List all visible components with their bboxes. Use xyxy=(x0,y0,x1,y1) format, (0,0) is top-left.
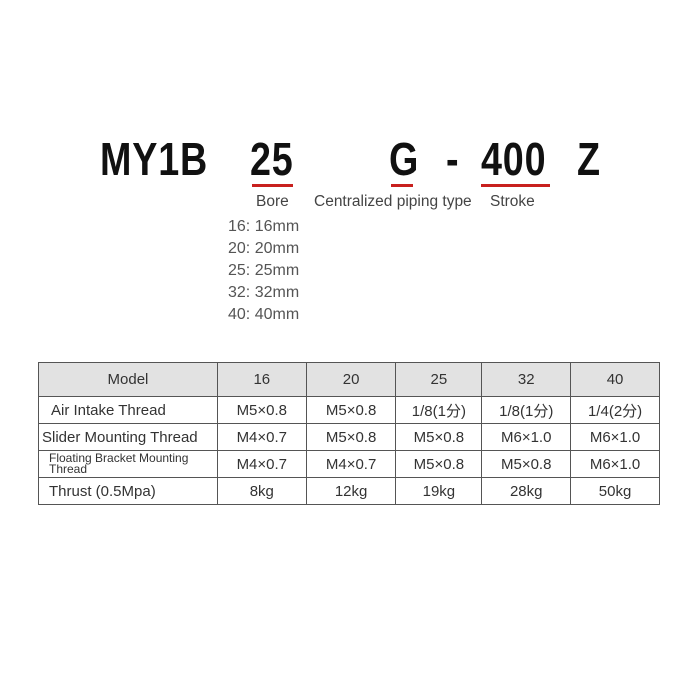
series-code: MY1B xyxy=(100,133,209,185)
cell: M5×0.8 xyxy=(216,396,307,424)
cell: M4×0.7 xyxy=(305,450,397,478)
cell: 1/4(2分) xyxy=(570,396,660,424)
cell: M5×0.8 xyxy=(305,423,397,451)
dash: - xyxy=(446,133,460,185)
header-cell: 16 xyxy=(216,362,307,397)
row-label: Floating Bracket Mounting Thread xyxy=(38,450,218,478)
cell: 8kg xyxy=(216,477,307,505)
table-row: Air Intake Thread M5×0.8 M5×0.8 1/8(1分) … xyxy=(38,396,660,424)
table-header-row: Model 16 20 25 32 40 xyxy=(38,362,660,397)
cell: 1/8(1分) xyxy=(481,396,572,424)
piping-code: G xyxy=(389,133,420,185)
bore-label: Bore xyxy=(256,193,289,210)
cell: M6×1.0 xyxy=(570,423,660,451)
cell: 28kg xyxy=(481,477,572,505)
cell: M4×0.7 xyxy=(216,423,307,451)
header-cell: 25 xyxy=(395,362,483,397)
spec-table: Model 16 20 25 32 40 Air Intake Thread M… xyxy=(38,362,660,505)
header-cell: 20 xyxy=(305,362,397,397)
cell: 1/8(1分) xyxy=(395,396,483,424)
header-cell: 32 xyxy=(481,362,572,397)
cell: M5×0.8 xyxy=(481,450,572,478)
row-label: Thrust (0.5Mpa) xyxy=(38,477,218,505)
table-row: Thrust (0.5Mpa) 8kg 12kg 19kg 28kg 50kg xyxy=(38,477,660,505)
table-row: Floating Bracket Mounting Thread M4×0.7 … xyxy=(38,450,660,478)
row-label: Slider Mounting Thread xyxy=(38,423,218,451)
cell: M4×0.7 xyxy=(216,450,307,478)
bore-option: 32: 32mm xyxy=(228,284,300,301)
cell: 50kg xyxy=(570,477,660,505)
cell: M5×0.8 xyxy=(305,396,397,424)
stroke-code: 400 xyxy=(481,133,547,185)
bore-code: 25 xyxy=(250,133,294,185)
header-cell: 40 xyxy=(570,362,660,397)
bore-option: 20: 20mm xyxy=(228,240,300,257)
suffix-code: Z xyxy=(577,133,601,185)
row-label: Air Intake Thread xyxy=(38,396,218,424)
piping-underline xyxy=(391,184,413,187)
cell: 19kg xyxy=(395,477,483,505)
piping-label: Centralized piping type xyxy=(314,193,472,210)
cell: M6×1.0 xyxy=(570,450,660,478)
bore-underline xyxy=(252,184,293,187)
bore-option: 25: 25mm xyxy=(228,262,300,279)
header-cell: Model xyxy=(38,362,218,397)
cell: 12kg xyxy=(305,477,397,505)
bore-option: 16: 16mm xyxy=(228,218,300,235)
cell: M5×0.8 xyxy=(395,423,483,451)
stroke-underline xyxy=(481,184,550,187)
bore-option: 40: 40mm xyxy=(228,306,300,323)
stroke-label: Stroke xyxy=(490,193,535,210)
cell: M5×0.8 xyxy=(395,450,483,478)
cell: M6×1.0 xyxy=(481,423,572,451)
table-row: Slider Mounting Thread M4×0.7 M5×0.8 M5×… xyxy=(38,423,660,451)
